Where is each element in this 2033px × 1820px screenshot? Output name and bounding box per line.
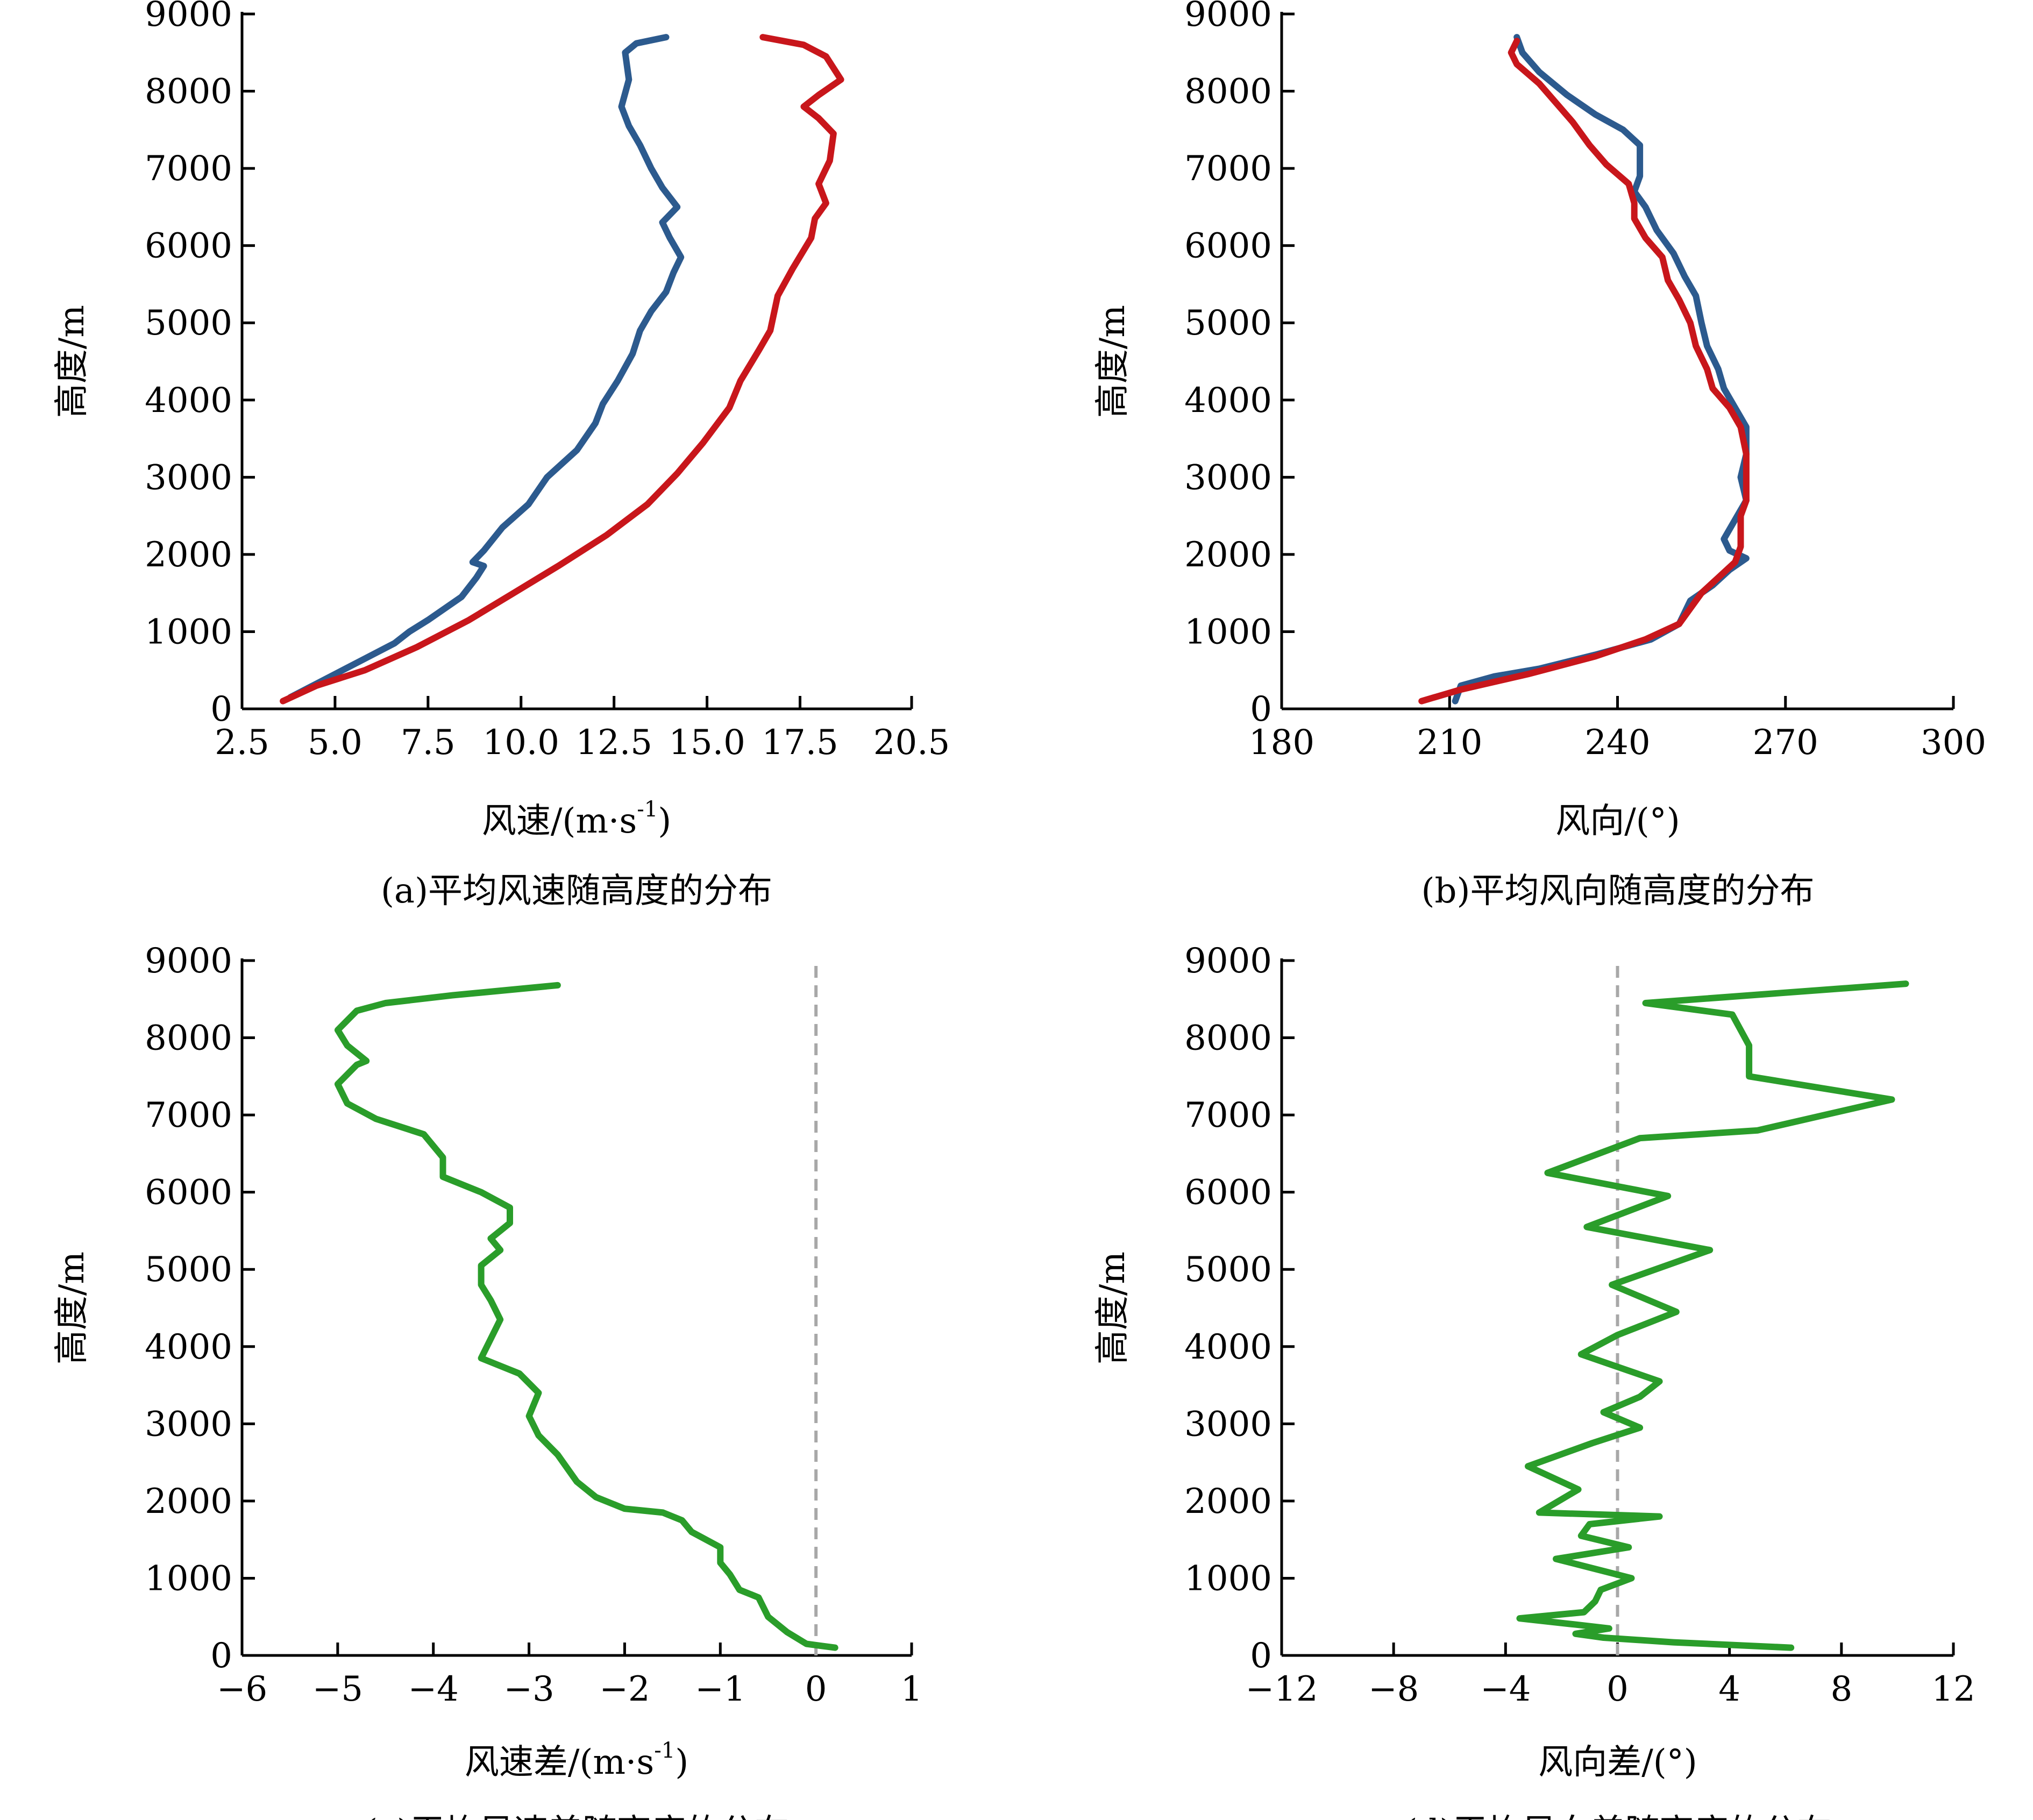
x-tick-label: 0 [1607, 1669, 1629, 1709]
y-tick-label: 1000 [1184, 612, 1272, 652]
y-tick-label: 4000 [145, 1327, 232, 1367]
y-tick-label: 3000 [145, 458, 232, 497]
x-axis-label: 风向差/(°) [1538, 1743, 1697, 1782]
x-tick-label: 12 [1931, 1669, 1975, 1709]
x-axis-label-text: 风向差/(°) [1538, 1743, 1697, 1782]
x-tick-label: −2 [599, 1669, 650, 1709]
y-tick-label: 8000 [1184, 1019, 1272, 1058]
x-tick-label: 7.5 [401, 723, 456, 763]
panel-caption: (c)平均风速差随高度的分布 [364, 1812, 789, 1820]
y-tick-label: 0 [210, 689, 232, 729]
y-tick-label: 1000 [145, 612, 232, 652]
x-tick-label: −8 [1368, 1669, 1419, 1709]
x-tick-label: 240 [1584, 723, 1650, 763]
x-tick-label: −5 [312, 1669, 363, 1709]
x-tick-label: −1 [695, 1669, 745, 1709]
y-axis-label: 高度/m [52, 305, 92, 418]
y-tick-label: 6000 [1184, 226, 1272, 266]
x-tick-label: 0 [805, 1669, 827, 1709]
panel-a-wind-speed: 0 1000 2000 3000 4000 5000 6000 7000 8000 9000 2.5… [52, 0, 950, 911]
panel-c-wind-speed-difference: 0 1000 2000 3000 4000 5000 6000 7000 8000 9000 −6 −… [52, 941, 922, 1820]
y-axis-label: 高度/m [52, 1252, 92, 1364]
x-axis-label: 风速/(m·s-1) [482, 797, 671, 841]
series-line-green [1516, 980, 1909, 1651]
x-axis-label: 风向/(°) [1555, 801, 1680, 841]
x-tick-label: 4 [1718, 1669, 1740, 1709]
y-tick-label: 7000 [1184, 1096, 1272, 1135]
y-tick-label: 2000 [145, 535, 232, 575]
y-axis-label: 高度/m [1093, 1252, 1133, 1364]
y-tick-label: 3000 [1184, 1404, 1272, 1444]
x-tick-label: −4 [408, 1669, 459, 1709]
y-tick-label: 2000 [145, 1482, 232, 1522]
y-tick-label: 0 [1250, 1636, 1272, 1676]
x-tick-label: −3 [503, 1669, 554, 1709]
series-line-green [334, 982, 838, 1651]
y-tick-label: 6000 [145, 226, 232, 266]
y-tick-label: 0 [1250, 689, 1272, 729]
x-axis-label-close: ) [658, 801, 671, 841]
x-axis-label-superscript: -1 [654, 1738, 675, 1763]
y-tick-label: 3000 [145, 1404, 232, 1444]
panel-d-wind-direction-difference: 0 1000 2000 3000 4000 5000 6000 7000 8000 9000 −12… [1093, 941, 1975, 1820]
y-tick-label: 7000 [1184, 149, 1272, 189]
x-axis-label: 风速差/(m·s-1) [465, 1738, 688, 1782]
x-tick-label: 210 [1417, 723, 1482, 763]
x-tick-label: 17.5 [762, 723, 838, 763]
x-axis-label-text: 风速/(m·s [482, 801, 637, 841]
x-tick-label: 5.0 [308, 723, 362, 763]
y-tick-label: 8000 [1184, 72, 1272, 112]
y-tick-label: 4000 [1184, 381, 1272, 421]
y-tick-label: 6000 [145, 1173, 232, 1213]
x-axis-label-superscript: -1 [637, 797, 658, 822]
x-tick-label: −4 [1480, 1669, 1531, 1709]
y-tick-label: 9000 [145, 0, 232, 34]
x-axis-label-text: 风速差/(m·s [465, 1743, 654, 1782]
series-line-red [1418, 38, 1750, 705]
y-tick-label: 3000 [1184, 458, 1272, 497]
y-tick-label: 0 [210, 1636, 232, 1676]
x-tick-label: 8 [1830, 1669, 1852, 1709]
panel-caption: (a)平均风速随高度的分布 [381, 871, 772, 911]
x-tick-label: 15.0 [669, 723, 745, 763]
y-tick-label: 9000 [145, 941, 232, 981]
y-tick-label: 5000 [1184, 303, 1272, 343]
x-tick-label: 2.5 [215, 723, 269, 763]
x-tick-label: 270 [1753, 723, 1818, 763]
y-axis-label: 高度/m [1093, 305, 1133, 418]
y-tick-label: 2000 [1184, 535, 1272, 575]
x-tick-label: −6 [217, 1669, 267, 1709]
y-tick-label: 9000 [1184, 0, 1272, 34]
x-tick-label: 180 [1249, 723, 1314, 763]
x-tick-label: 12.5 [575, 723, 652, 763]
x-tick-label: 300 [1921, 723, 1986, 763]
y-tick-label: 4000 [145, 381, 232, 421]
y-tick-label: 7000 [145, 149, 232, 189]
x-axis-label-close: ) [675, 1743, 688, 1782]
y-tick-label: 6000 [1184, 1173, 1272, 1213]
y-tick-label: 2000 [1184, 1482, 1272, 1522]
y-tick-label: 9000 [1184, 941, 1272, 981]
y-tick-label: 5000 [145, 303, 232, 343]
y-tick-label: 4000 [1184, 1327, 1272, 1367]
x-axis-label-text: 风向/(°) [1555, 801, 1680, 841]
y-tick-label: 8000 [145, 72, 232, 112]
x-tick-label: 10.0 [483, 723, 560, 763]
series-line-red [280, 34, 844, 705]
series-line-blue [287, 34, 685, 701]
y-tick-label: 8000 [145, 1019, 232, 1058]
y-tick-label: 5000 [1184, 1250, 1272, 1290]
x-tick-label: 20.5 [873, 723, 950, 763]
panel-caption: (d)平均风向差随高度的分布 [1404, 1812, 1832, 1820]
y-tick-label: 7000 [145, 1096, 232, 1135]
panel-b-wind-direction: 0 1000 2000 3000 4000 5000 6000 7000 8000 9000 180… [1093, 0, 1986, 911]
x-tick-label: 1 [901, 1669, 923, 1709]
panel-caption: (b)平均风向随高度的分布 [1421, 871, 1815, 911]
y-tick-label: 1000 [145, 1559, 232, 1598]
series-line-blue [1452, 34, 1750, 705]
y-tick-label: 1000 [1184, 1559, 1272, 1598]
x-tick-label: −12 [1245, 1669, 1318, 1709]
y-tick-label: 5000 [145, 1250, 232, 1290]
